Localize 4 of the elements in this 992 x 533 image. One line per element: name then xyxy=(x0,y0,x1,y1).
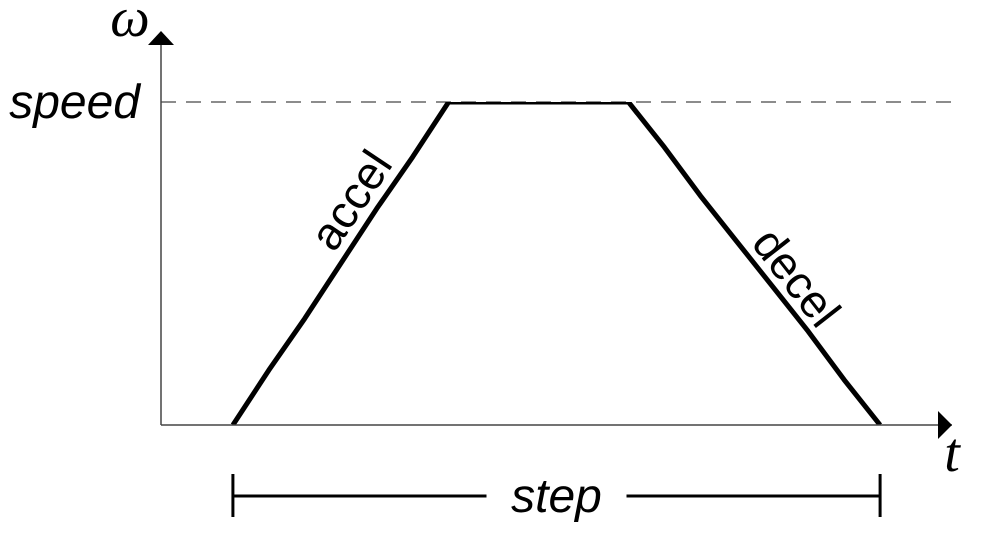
ref-line-label: speed xyxy=(9,76,142,129)
text: step xyxy=(511,470,602,523)
y-axis-title: ω xyxy=(110,0,150,49)
x-axis-title: t xyxy=(944,422,962,484)
